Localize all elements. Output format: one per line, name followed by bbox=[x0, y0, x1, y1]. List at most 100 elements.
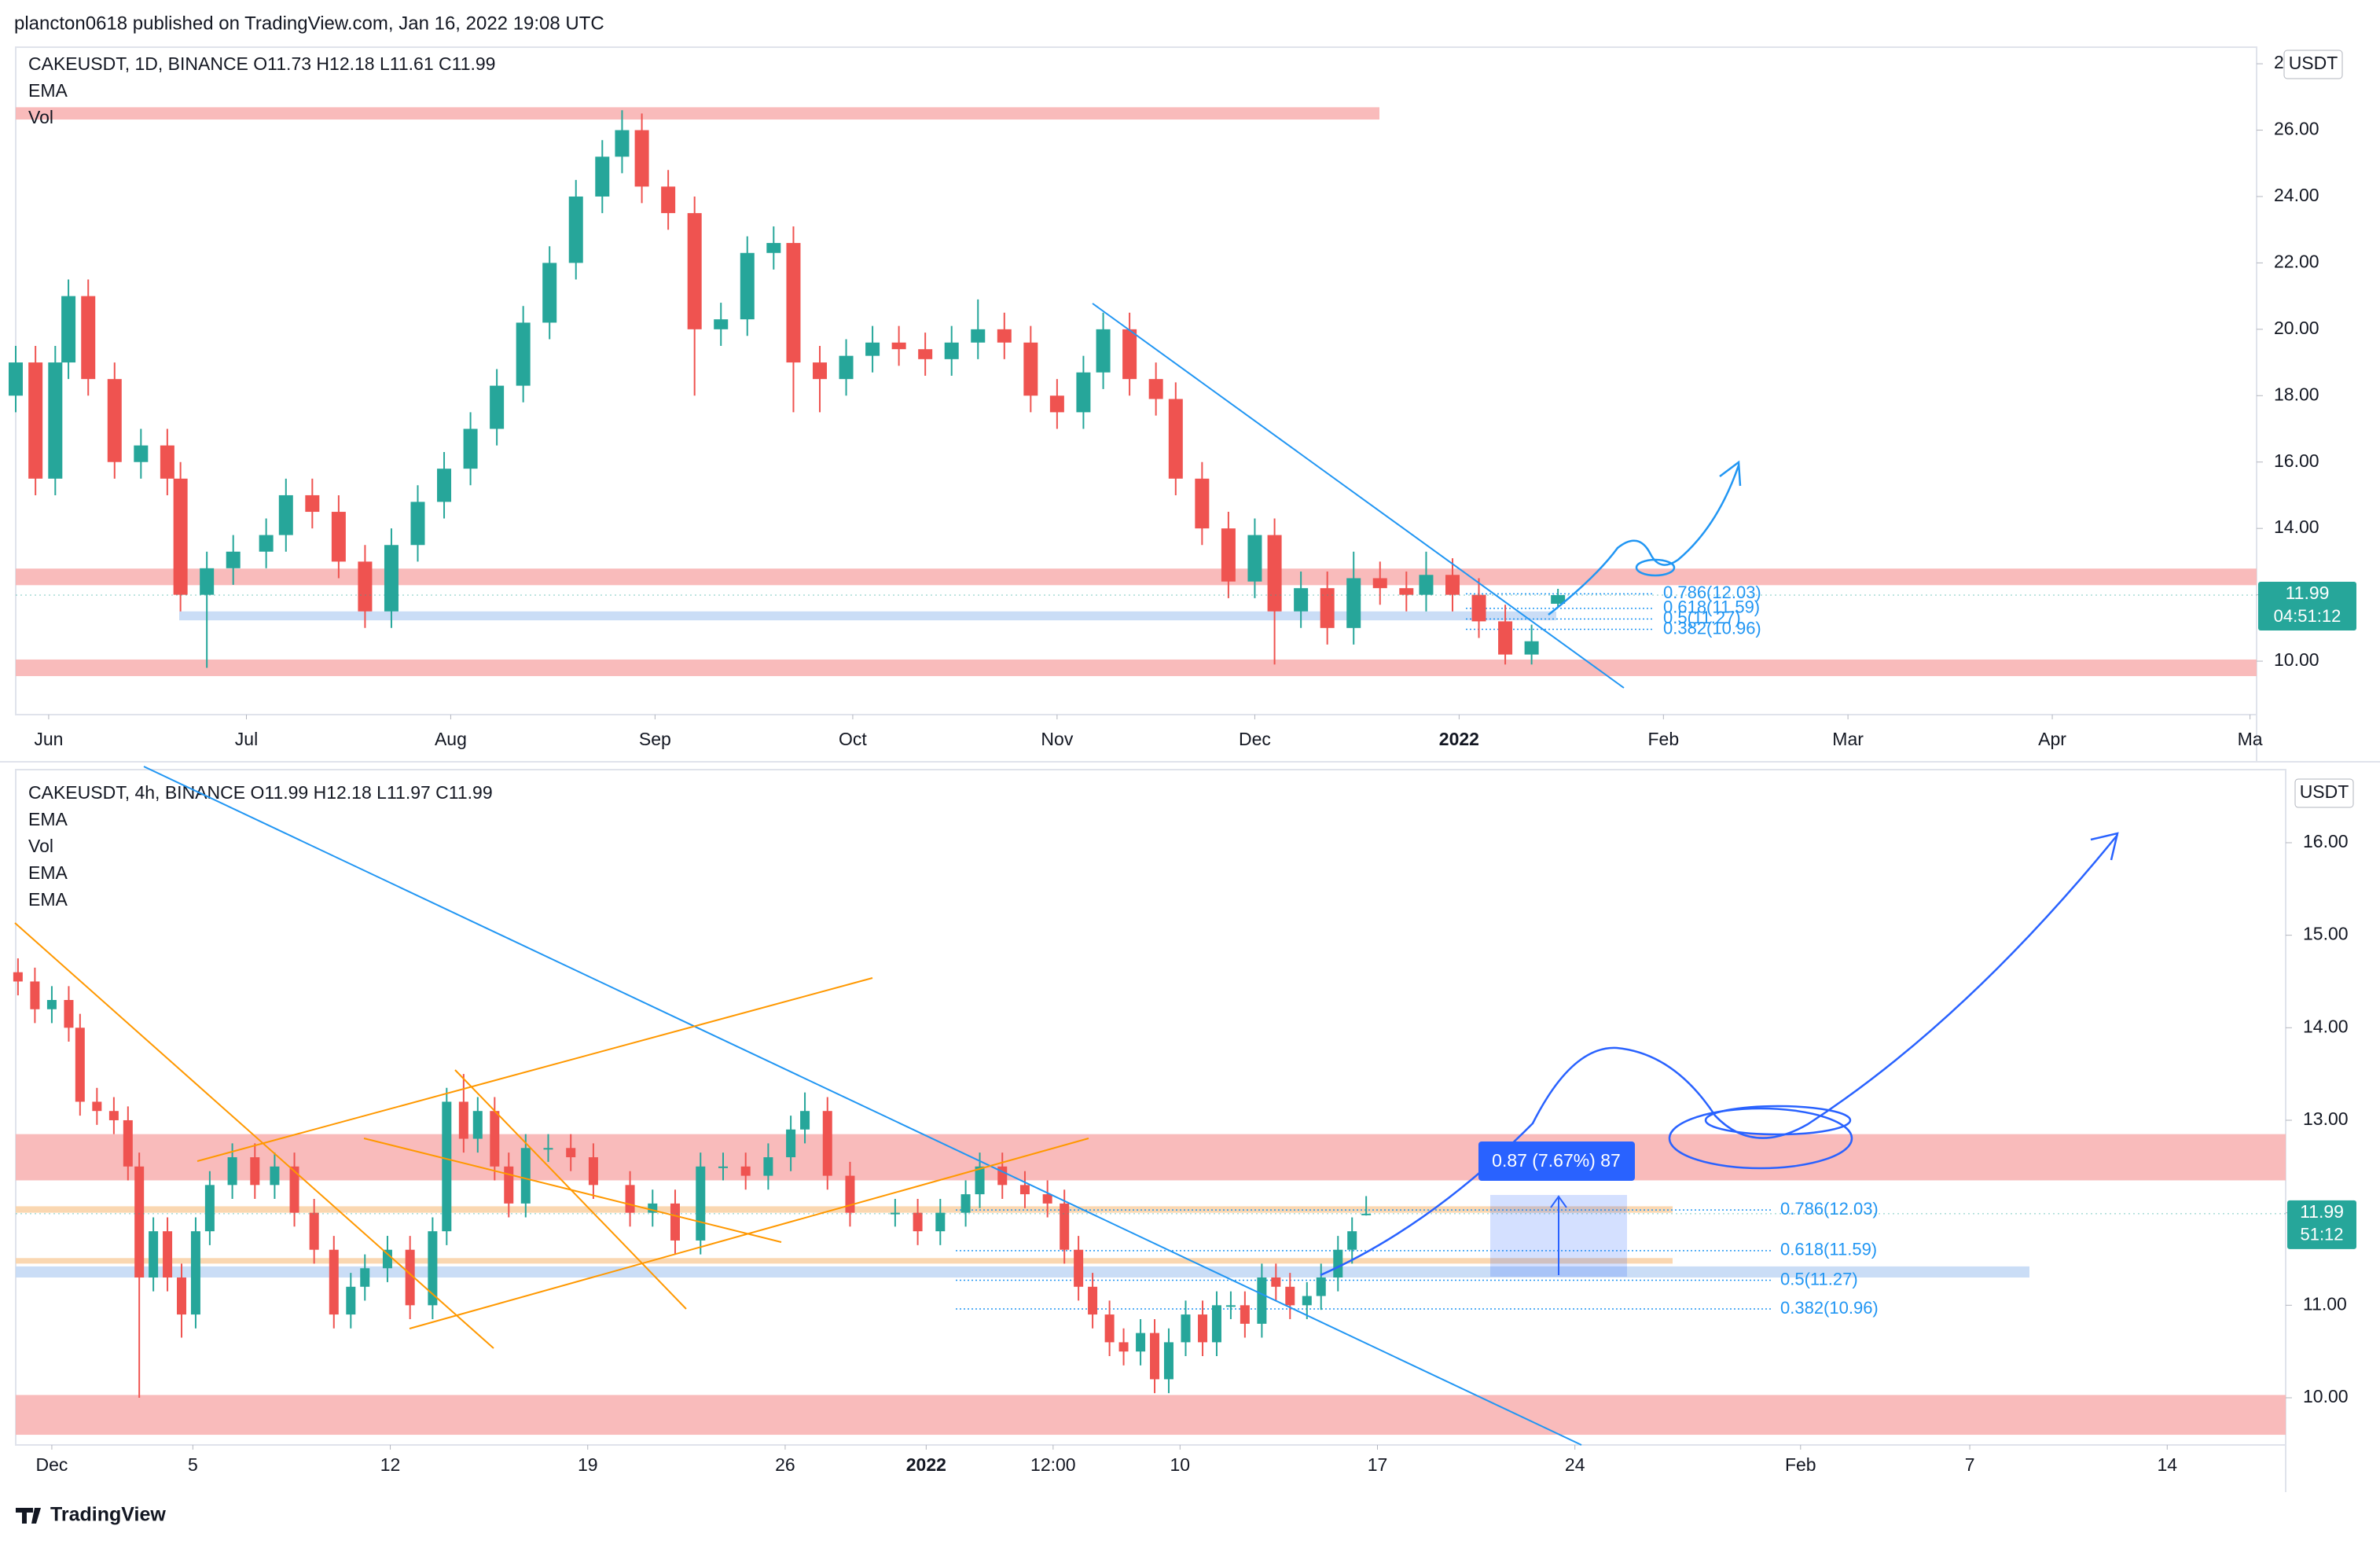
y-tick-label: 24.00 bbox=[2274, 185, 2319, 205]
candle-body bbox=[177, 1277, 187, 1315]
candle-body bbox=[61, 296, 76, 363]
candle-body bbox=[1060, 1203, 1070, 1250]
trend-line bbox=[363, 1138, 782, 1243]
candle-body bbox=[1019, 1185, 1030, 1195]
candle-body bbox=[149, 1231, 159, 1278]
trend-line bbox=[143, 766, 1582, 1446]
x-tick-label: 14 bbox=[2157, 1454, 2177, 1475]
x-tick-label: Apr bbox=[2038, 729, 2066, 749]
candle-body bbox=[1320, 588, 1335, 628]
trend-line bbox=[14, 922, 494, 1349]
x-tick-label: 2022 bbox=[906, 1454, 946, 1475]
indicator-label: EMA bbox=[28, 80, 68, 101]
y-tick-label: 13.00 bbox=[2303, 1108, 2349, 1129]
candle-body bbox=[428, 1231, 438, 1306]
candle-body bbox=[913, 1212, 923, 1232]
candle-body bbox=[360, 1268, 370, 1287]
arrow-head bbox=[2090, 832, 2119, 861]
candle-body bbox=[1445, 575, 1460, 595]
pane: 0.786(12.03)0.618(11.59)0.5(11.27)0.382(… bbox=[9, 46, 2356, 762]
x-tick-label: Ma bbox=[2238, 729, 2263, 749]
candle-body bbox=[1346, 578, 1361, 628]
candle-body bbox=[458, 1101, 468, 1139]
price-zone bbox=[16, 659, 2257, 677]
candle-body bbox=[800, 1111, 810, 1130]
candle-body bbox=[615, 130, 630, 157]
x-tick-label: Jun bbox=[34, 729, 63, 749]
candle-body bbox=[786, 1129, 796, 1158]
candle-body bbox=[472, 1111, 483, 1139]
candle-body bbox=[384, 545, 399, 612]
candle-body bbox=[490, 1111, 500, 1167]
candle-body bbox=[46, 1000, 57, 1009]
candle-body bbox=[1257, 1277, 1267, 1324]
candle-body bbox=[740, 252, 755, 320]
candle-body bbox=[504, 1166, 514, 1204]
candle-body bbox=[1136, 1333, 1146, 1352]
candle-body bbox=[346, 1286, 356, 1315]
price-badge-label: 11.99 bbox=[2300, 1201, 2344, 1222]
arrow-head bbox=[1550, 1195, 1567, 1208]
fib-label: 0.382(10.96) bbox=[1780, 1298, 1879, 1318]
candle-body bbox=[331, 512, 346, 562]
price-zone bbox=[16, 107, 1379, 120]
y-tick-label: 11.00 bbox=[2303, 1293, 2347, 1314]
trend-line bbox=[196, 977, 873, 1162]
arrow-head bbox=[1719, 460, 1742, 487]
candle-body bbox=[997, 329, 1012, 343]
candle-body bbox=[226, 551, 241, 568]
candle-body bbox=[763, 1157, 773, 1176]
candle-body bbox=[200, 568, 215, 595]
y-tick-label: 14.00 bbox=[2303, 1016, 2349, 1036]
candle-body bbox=[1049, 395, 1064, 413]
candle-body bbox=[1267, 535, 1282, 612]
candle-body bbox=[822, 1111, 832, 1176]
candle-body bbox=[134, 1166, 145, 1278]
fib-label: 0.618(11.59) bbox=[1780, 1240, 1877, 1259]
candle-body bbox=[64, 1000, 74, 1028]
x-tick-label: 19 bbox=[578, 1454, 598, 1475]
position-label: 0.87 (7.67%) 87 bbox=[1492, 1150, 1621, 1171]
currency: USDT bbox=[2289, 53, 2338, 73]
candle-body bbox=[463, 428, 478, 469]
candle-body bbox=[190, 1231, 200, 1315]
candle-body bbox=[48, 362, 63, 479]
candle-body bbox=[845, 1175, 855, 1213]
y-tick-label: 10.00 bbox=[2303, 1386, 2349, 1406]
logo bbox=[16, 1508, 41, 1524]
x-tick-label: 5 bbox=[188, 1454, 198, 1475]
circle-mark bbox=[1668, 1107, 1853, 1170]
candle-body bbox=[1498, 621, 1513, 655]
candle-body bbox=[1168, 399, 1183, 479]
indicator-label: Vol bbox=[28, 836, 53, 856]
x-tick-label: 26 bbox=[775, 1454, 795, 1475]
price-badge bbox=[2258, 582, 2356, 631]
candle-body bbox=[975, 1166, 985, 1195]
footer-brand: TradingView bbox=[50, 1504, 166, 1526]
candle-body bbox=[696, 1166, 706, 1241]
countdown: 51:12 bbox=[2300, 1225, 2343, 1244]
candle-body bbox=[1347, 1231, 1357, 1250]
candle-body bbox=[442, 1101, 452, 1232]
x-tick-label: Feb bbox=[1648, 729, 1680, 749]
x-tick-label: 24 bbox=[1565, 1454, 1585, 1475]
position-label-box bbox=[1478, 1141, 1635, 1181]
price-zone bbox=[16, 1206, 1673, 1213]
candle-body bbox=[270, 1166, 280, 1186]
candle-body bbox=[661, 186, 676, 214]
x-tick-label: Jul bbox=[235, 729, 258, 749]
currency-box bbox=[2294, 778, 2354, 808]
circle-mark bbox=[1704, 1105, 1852, 1136]
candle-body bbox=[960, 1194, 971, 1213]
candle-body bbox=[918, 349, 933, 359]
candle-body bbox=[670, 1203, 680, 1241]
candle-body bbox=[543, 1148, 553, 1150]
candle-body bbox=[1074, 1249, 1084, 1287]
candle-body bbox=[305, 494, 320, 513]
candle-body bbox=[740, 1166, 751, 1176]
y-tick-label: 15.00 bbox=[2303, 924, 2349, 944]
candle-body bbox=[839, 355, 854, 380]
y-tick-label: 16.00 bbox=[2303, 831, 2349, 851]
candle-body bbox=[971, 329, 986, 343]
